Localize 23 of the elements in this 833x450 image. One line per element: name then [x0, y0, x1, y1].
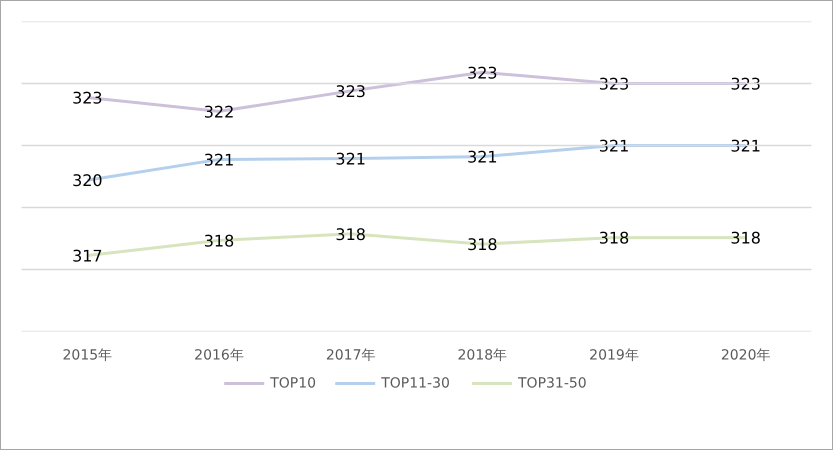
data-label: 318 [598, 228, 630, 248]
legend-label: TOP11-30 [380, 376, 450, 392]
x-tick-label: 2020年 [720, 348, 770, 364]
legend-label: TOP10 [269, 376, 316, 392]
data-label: 318 [204, 231, 234, 250]
x-tick-label: 2016年 [194, 348, 244, 364]
data-label: 318 [467, 235, 498, 254]
x-tick-label: 2019年 [589, 348, 639, 364]
x-tick-label: 2017年 [326, 348, 376, 364]
data-label: 317 [72, 246, 103, 266]
legend-label: TOP31-50 [517, 376, 587, 392]
x-tick-label: 2015年 [62, 348, 112, 364]
data-label: 318 [335, 224, 366, 244]
data-label: 323 [335, 82, 366, 101]
data-label: 323 [467, 63, 498, 82]
data-label: 318 [730, 228, 761, 248]
data-label: 320 [72, 171, 103, 190]
data-label: 321 [467, 148, 498, 167]
data-label: 322 [204, 102, 234, 122]
data-label: 321 [204, 150, 234, 170]
data-label: 321 [335, 150, 366, 169]
x-tick-label: 2018年 [458, 348, 508, 364]
data-label: 323 [72, 88, 103, 108]
